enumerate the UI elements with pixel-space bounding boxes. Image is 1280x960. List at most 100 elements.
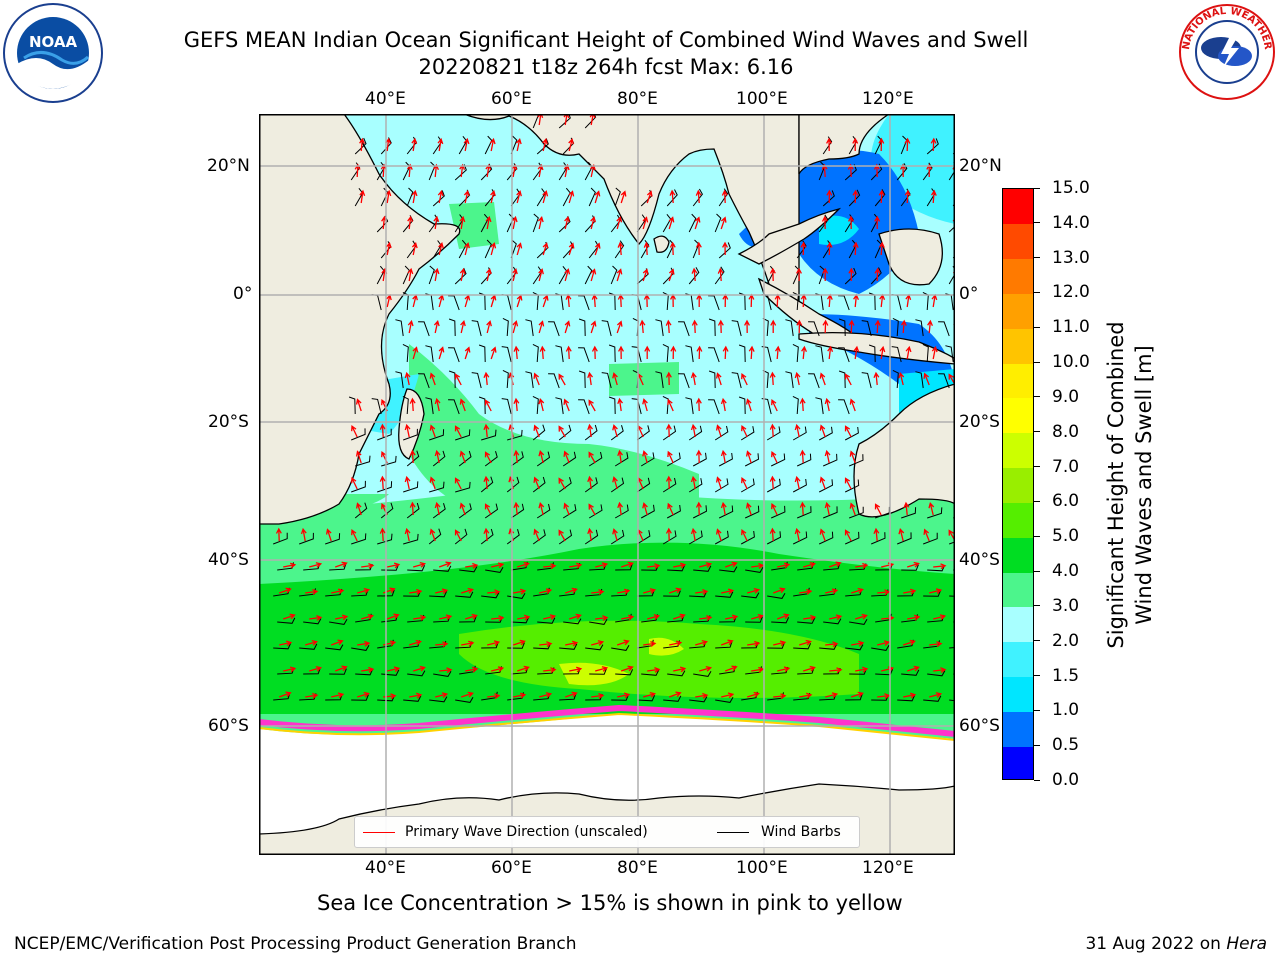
wave-arrow [848,267,855,282]
wind-barb [666,189,678,207]
wave-arrow [282,613,296,620]
wave-arrow [283,562,297,569]
wind-barb [822,190,835,207]
wave-arrow [558,425,566,438]
wind-barb [685,345,694,363]
wave-arrow [459,502,466,516]
wind-barb [714,425,729,441]
wind-barb [927,670,946,677]
wave-arrow [639,319,646,334]
wind-barb [588,451,603,467]
wind-barb [744,505,760,519]
wave-arrow [826,189,833,204]
wave-arrow [542,242,549,256]
wind-barb [418,373,430,389]
wind-barb [511,617,530,624]
wave-arrow [512,267,518,282]
wave-arrow [748,345,755,360]
wind-barb [273,643,292,650]
wind-barb [636,425,650,441]
colorbar-tick [1034,744,1040,746]
colorbar-title-line1: Significant Height of Combined [1104,321,1128,649]
wind-barb [922,162,933,181]
wave-arrow [542,137,548,152]
wave-arrow [800,241,807,256]
wind-barb [395,319,404,337]
wave-arrow [438,241,444,256]
wind-barb [685,397,694,415]
wind-barb [329,563,347,571]
wave-arrow [825,692,839,698]
wave-arrow [695,189,702,204]
wind-barb [395,371,404,389]
wind-barb [380,137,392,155]
lat-label-right-60s: 60°S [959,716,1000,736]
wind-barb [767,642,785,649]
wind-barb [480,476,494,493]
wave-arrow [588,451,596,464]
wind-barb [818,479,834,493]
wave-arrow [794,527,801,542]
wave-arrow [459,163,466,178]
wave-arrow [487,693,501,700]
wave-arrow [590,216,596,230]
wind-barb [608,344,616,363]
lon-label-top-40e: 40°E [365,89,406,109]
wind-barb [458,503,472,519]
wind-barb [740,478,755,493]
wave-arrow [565,640,579,647]
colorbar-segment [1003,537,1033,573]
wind-barb [861,320,872,337]
wave-arrow [382,587,396,594]
wind-barb [741,592,760,599]
wave-arrow [433,215,440,230]
wind-barb [501,346,512,363]
wave-arrow [464,346,471,360]
wave-arrow [511,163,518,178]
field-1m-patch [819,215,859,245]
wave-arrow [620,190,627,204]
wave-arrow [537,215,544,230]
wind-barb [897,532,912,545]
borneo [878,228,943,286]
wind-barb [299,532,314,545]
wind-barb [822,453,838,467]
colorbar-segment [1003,363,1033,399]
colorbar-tick [1034,640,1040,642]
wind-barb [808,373,820,389]
wind-barb [663,590,681,597]
wave-arrow [351,424,358,438]
wave-arrow [413,561,427,568]
wave-arrow [904,189,911,204]
wind-barb [481,592,500,599]
wind-barb [766,478,781,493]
colorbar-tick [1034,535,1040,537]
wind-barb [299,643,318,650]
wave-arrow [900,319,907,334]
wind-barb [525,319,534,337]
colorbar-tick [1034,675,1040,677]
wave-arrow [904,137,911,152]
wind-barb [614,187,621,207]
wave-arrow [275,527,282,542]
wind-barb [432,190,445,207]
wave-arrow [591,345,598,360]
wind-barb [901,669,920,676]
wind-barb [351,428,366,441]
wind-barb [537,617,556,624]
wind-barb [766,426,781,441]
wind-barb [510,451,524,467]
wave-arrow [439,614,453,621]
wind-barb [418,321,430,337]
wind-barb [708,399,720,415]
wind-barb [532,424,546,441]
wind-barb [536,451,551,467]
wave-arrow [642,268,649,282]
wave-arrow [435,641,449,648]
wave-arrow [459,398,466,412]
wave-arrow [513,345,520,360]
wave-arrow [386,613,400,620]
wave-arrow [715,476,722,490]
footer-date: 31 Aug 2022 on [1085,934,1227,954]
wave-arrow [642,502,648,516]
